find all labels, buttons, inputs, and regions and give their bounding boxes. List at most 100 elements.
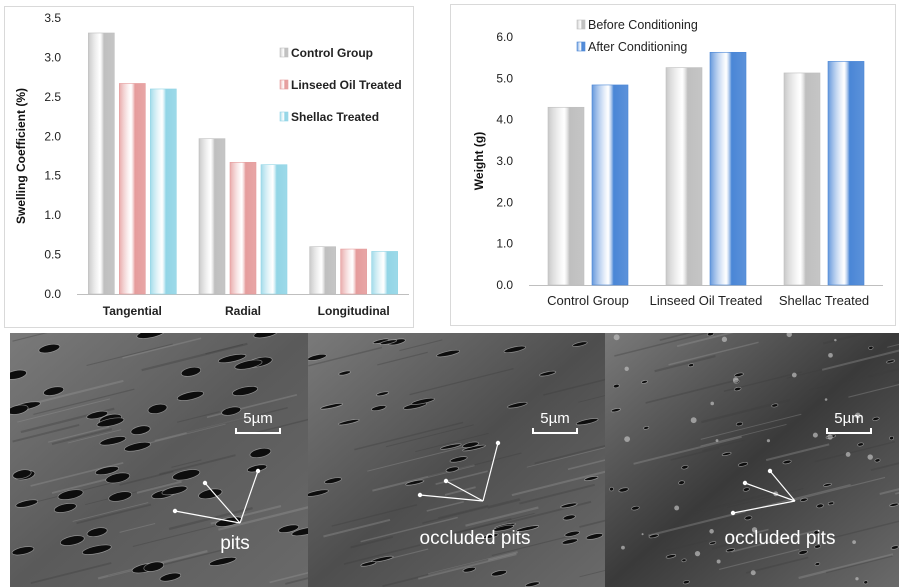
sem-texture-streak — [30, 562, 112, 584]
sem-pit — [462, 441, 479, 449]
scale-bar-label: 5µm — [834, 410, 863, 427]
sem-particle — [674, 505, 680, 511]
sem-pit — [678, 480, 685, 485]
sem-pit — [308, 353, 327, 361]
sem-pit — [124, 441, 151, 452]
sem-pit — [524, 581, 540, 587]
sem-texture-streak — [354, 421, 464, 451]
sem-pit — [503, 345, 526, 354]
sem-pit — [665, 554, 677, 559]
weight-x-tick-label: Shellac Treated — [779, 293, 869, 308]
annotation-arrow — [744, 482, 796, 502]
sem-pit — [86, 527, 108, 538]
weight-legend-label: Before Conditioning — [588, 18, 698, 32]
sem-texture-streak — [86, 343, 173, 367]
sem-pit — [813, 529, 820, 535]
annotation-label: pits — [220, 533, 250, 554]
sem-pit — [682, 580, 690, 585]
sem-particle — [827, 434, 833, 440]
sem-pit — [631, 505, 640, 511]
sem-texture-streak — [422, 498, 520, 524]
sem-texture-streak — [17, 398, 111, 423]
swelling-legend-label: Shellac Treated — [291, 110, 379, 124]
sem-pit — [253, 333, 279, 339]
arrow-head — [255, 468, 261, 474]
weight-y-axis-label: Weight (g) — [472, 132, 486, 190]
sem-pit — [375, 391, 390, 397]
swelling-y-tick-label: 1.0 — [44, 208, 61, 222]
sem-pit — [491, 570, 508, 577]
sem-pit — [38, 343, 61, 354]
weight-chart-svg: 0.0 1.0 2.0 3.0 4.0 5.0 6.0 Weight (g) Control G… — [472, 18, 883, 308]
scale-bar — [826, 428, 872, 434]
scale-bar-label: 5µm — [243, 410, 272, 427]
swelling-bar-linseed-oil-treated — [340, 248, 367, 295]
sem-particle — [845, 452, 851, 457]
weight-y-tick-label: 1.0 — [496, 237, 513, 251]
sem-texture-streak — [435, 512, 535, 539]
sem-micrograph-shellac: 5µm occluded pits — [605, 333, 899, 587]
sem-pit — [411, 397, 435, 405]
sem-texture-streak — [33, 388, 135, 416]
sem-pit — [827, 501, 835, 506]
sem-particle — [812, 432, 818, 438]
sem-surface — [10, 333, 308, 587]
sem-texture-streak — [146, 423, 226, 445]
sem-pit — [15, 499, 39, 508]
sem-pit — [560, 502, 578, 509]
sem-particle — [641, 533, 644, 536]
swelling-y-tick-label: 3.5 — [44, 11, 61, 25]
sem-pit — [143, 561, 165, 572]
annotation-arrow — [239, 470, 259, 524]
sem-pit — [379, 339, 397, 345]
sem-pit — [57, 489, 84, 500]
sem-texture-streak — [12, 424, 80, 443]
sem-texture-streak — [76, 503, 152, 525]
sem-pit — [868, 345, 874, 350]
sem-texture-streak — [519, 483, 595, 505]
sem-pit — [725, 548, 735, 553]
sem-particle — [624, 436, 631, 443]
weight-y-tick-label: 5.0 — [496, 71, 513, 85]
sem-texture-streak — [438, 504, 489, 519]
scale-bar — [532, 428, 578, 434]
sem-pit — [814, 544, 822, 549]
sem-pit — [709, 541, 717, 545]
swelling-bar-control-group — [198, 138, 226, 295]
sem-pit — [771, 403, 779, 408]
annotation-arrow — [419, 494, 484, 502]
sem-texture-streak — [814, 441, 896, 463]
sem-texture-streak — [659, 539, 708, 554]
weight-legend-label: After Conditioning — [588, 40, 687, 54]
sem-pit — [11, 546, 35, 556]
swelling-legend-swatch — [279, 47, 289, 58]
sem-texture-streak — [579, 519, 605, 528]
sem-texture-streak — [567, 459, 605, 471]
sem-pit — [108, 491, 133, 502]
sem-particle — [613, 334, 620, 341]
sem-particle — [751, 527, 758, 533]
sem-pit — [53, 503, 77, 513]
sem-pit — [648, 533, 659, 539]
sem-texture-streak — [350, 535, 394, 549]
swelling-y-tick-label: 3.0 — [44, 50, 61, 64]
sem-texture-streak — [186, 407, 288, 434]
sem-pit — [159, 572, 182, 582]
sem-texture-streak — [659, 333, 692, 341]
weight-y-tick-label: 4.0 — [496, 113, 513, 127]
annotation-arrow — [174, 510, 241, 524]
sem-pit — [816, 503, 824, 509]
sem-texture-streak — [377, 351, 428, 366]
sem-pit — [889, 502, 899, 507]
sem-pit — [737, 462, 749, 467]
scale-bar — [235, 428, 281, 434]
sem-texture-streak — [343, 544, 421, 565]
sem-texture-streak — [791, 476, 886, 502]
arrow-head — [767, 468, 773, 474]
sem-texture-streak — [47, 426, 110, 443]
swelling-coefficient-chart: 0.0 0.5 1.0 1.5 2.0 2.5 3.0 3.5 Swelling Coeffic… — [4, 6, 414, 328]
sem-pit — [449, 456, 468, 463]
sem-texture-streak — [360, 516, 458, 543]
sem-pit — [324, 477, 342, 484]
sem-particle — [766, 439, 771, 443]
